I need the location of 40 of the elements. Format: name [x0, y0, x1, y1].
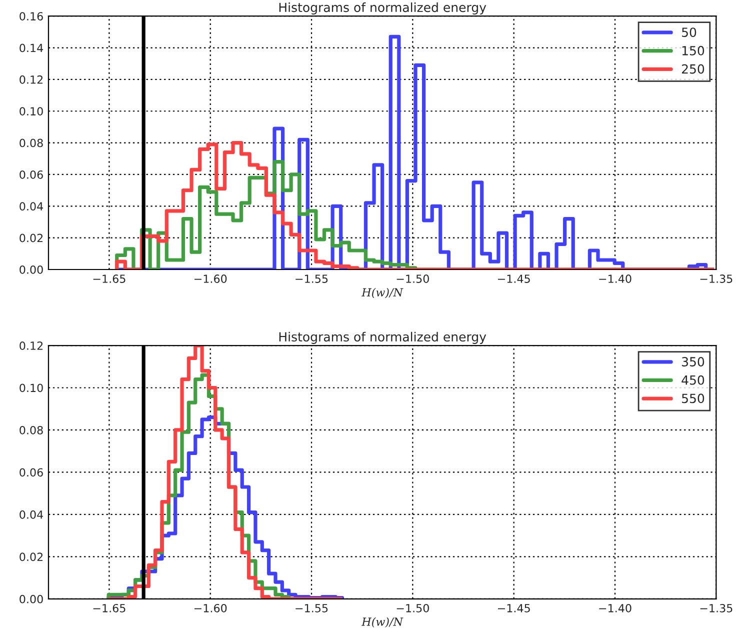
y-tick-label: 0.14 [20, 44, 44, 52]
x-tick-label: −1.40 [599, 604, 632, 612]
y-tick-label: 0.10 [20, 107, 43, 116]
legend-label: 350 [682, 356, 704, 366]
y-tick-label: 0.06 [20, 468, 43, 477]
x-tick-label: −1.50 [396, 274, 429, 283]
chart-title: Histograms of normalized energy [279, 332, 486, 344]
x-tick-label: −1.50 [396, 604, 429, 612]
x-tick-label: −1.55 [296, 274, 328, 283]
x-tick-label: −1.45 [498, 274, 530, 283]
y-tick-label: 0.10 [20, 384, 43, 392]
x-tick-label: −1.60 [194, 604, 227, 612]
y-tick-label: 0.02 [20, 234, 43, 242]
x-tick-label: −1.40 [599, 274, 632, 283]
y-tick-label: 0.12 [20, 75, 43, 84]
y-tick-label: 0.02 [20, 552, 43, 562]
x-tick-label: −1.65 [93, 604, 126, 612]
x-tick-label: −1.55 [296, 604, 328, 612]
y-tick-label: 0.06 [20, 170, 43, 179]
y-tick-label: 0.00 [20, 265, 43, 274]
x-axis-title: H(w)/N [361, 288, 404, 298]
y-tick-label: 0.04 [20, 202, 44, 211]
x-axis-title: H(w)/N [361, 617, 404, 628]
y-tick-label: 0.04 [20, 510, 44, 519]
y-tick-label: 0.08 [20, 426, 43, 434]
legend-label: 250 [682, 64, 704, 74]
y-tick-label: 0.12 [20, 341, 43, 350]
legend-label: 450 [682, 375, 704, 385]
legend-label: 550 [682, 394, 704, 404]
chart-title: Histograms of normalized energy [279, 2, 486, 15]
y-tick-label: 0.08 [20, 138, 43, 148]
legend-label: 150 [682, 46, 704, 56]
x-tick-label: −1.35 [700, 604, 732, 612]
x-tick-label: −1.35 [700, 274, 732, 283]
legend-label: 50 [682, 28, 696, 38]
x-tick-label: −1.45 [498, 604, 530, 612]
x-tick-label: −1.65 [93, 274, 126, 283]
y-tick-label: 0.00 [20, 594, 43, 604]
y-tick-label: 0.16 [20, 12, 43, 20]
x-tick-label: −1.60 [194, 274, 227, 283]
